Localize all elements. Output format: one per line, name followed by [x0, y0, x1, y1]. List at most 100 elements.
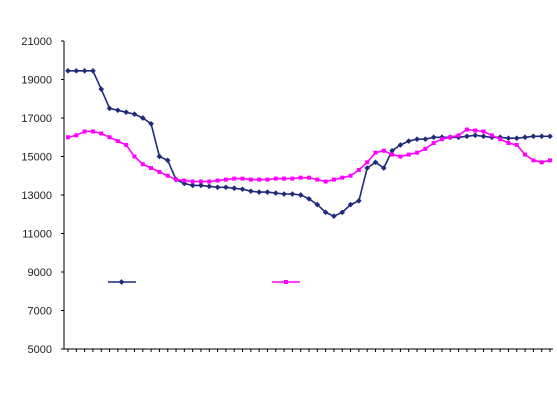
data-point — [157, 169, 162, 174]
data-point — [298, 175, 303, 180]
data-point — [430, 134, 437, 141]
data-point — [247, 188, 254, 194]
data-point — [322, 209, 329, 216]
series-line — [68, 70, 550, 218]
data-point — [106, 105, 113, 112]
data-point — [223, 184, 229, 191]
data-point — [190, 179, 195, 184]
data-point — [331, 213, 337, 220]
data-point — [131, 111, 138, 117]
data-point — [331, 177, 336, 182]
data-point — [73, 68, 80, 74]
data-point — [547, 133, 553, 140]
data-point — [148, 120, 154, 127]
y-tick-label: 17000 — [21, 113, 52, 125]
data-point — [223, 177, 228, 182]
series-line — [67, 128, 551, 183]
data-point — [164, 157, 171, 164]
data-point — [240, 176, 245, 181]
y-axis: 21000 19000 17000 15000 13000 11000 9000 7000 50… — [21, 36, 65, 356]
data-point — [306, 196, 312, 202]
data-point — [513, 135, 520, 142]
series-1 — [65, 68, 553, 220]
data-point — [339, 209, 346, 216]
y-tick-label: 11000 — [22, 229, 52, 241]
legend — [108, 279, 300, 285]
data-point — [215, 178, 220, 183]
data-point — [289, 191, 296, 197]
data-point — [206, 183, 213, 190]
data-point — [364, 165, 371, 171]
data-point — [239, 186, 246, 193]
y-tick-label: 13000 — [21, 190, 52, 202]
data-point — [530, 133, 537, 140]
data-point — [214, 184, 221, 191]
x-ticks — [67, 349, 551, 352]
x-axis — [64, 348, 553, 352]
data-point — [165, 173, 170, 178]
data-point — [115, 139, 120, 144]
data-point — [431, 141, 436, 146]
data-point — [480, 133, 487, 140]
data-point — [397, 142, 404, 148]
data-point — [347, 201, 354, 208]
data-point — [272, 190, 279, 196]
data-point — [282, 176, 287, 181]
data-point — [522, 134, 528, 141]
data-point — [290, 176, 295, 181]
data-point — [498, 137, 503, 142]
data-point — [464, 133, 470, 140]
y-tick-label: 7000 — [28, 306, 52, 318]
data-point — [381, 148, 386, 153]
y-tick-label: 19000 — [21, 75, 52, 87]
data-point — [297, 192, 304, 198]
data-point — [273, 176, 278, 181]
data-point — [123, 109, 130, 116]
data-point — [531, 158, 536, 163]
data-point — [189, 182, 196, 189]
data-point — [115, 107, 121, 114]
y-tick-label: 5000 — [28, 344, 52, 356]
data-point — [149, 166, 154, 171]
data-point — [372, 159, 379, 166]
data-point — [405, 138, 412, 144]
data-point — [472, 132, 479, 139]
data-point — [406, 152, 411, 157]
data-point — [90, 68, 96, 74]
data-point — [90, 129, 95, 134]
data-point — [248, 177, 253, 182]
data-point — [439, 137, 444, 142]
data-point — [315, 177, 320, 182]
data-point — [422, 136, 429, 143]
data-point — [414, 136, 420, 143]
data-point — [365, 160, 370, 165]
data-point — [398, 154, 403, 159]
data-point — [281, 191, 287, 197]
data-point — [82, 129, 87, 134]
series-2 — [66, 127, 552, 184]
data-point — [198, 182, 204, 189]
data-point — [139, 115, 146, 121]
data-point — [256, 189, 262, 195]
data-point — [473, 128, 478, 133]
data-point — [538, 133, 545, 140]
data-point — [264, 189, 271, 195]
data-point — [107, 135, 112, 140]
data-point — [81, 68, 88, 74]
data-point — [207, 179, 212, 184]
data-point — [98, 86, 105, 92]
y-tick-label: 9000 — [28, 267, 52, 279]
data-point — [232, 176, 237, 181]
data-point — [548, 158, 552, 163]
data-point — [464, 127, 469, 132]
y-tick-label: 21000 — [21, 36, 52, 48]
data-point — [539, 160, 544, 165]
data-point — [415, 150, 420, 155]
data-point — [231, 185, 238, 192]
data-point — [66, 135, 70, 140]
data-point — [506, 141, 511, 146]
data-point — [373, 150, 378, 155]
data-point — [307, 175, 311, 180]
y-tick-labels: 21000 19000 17000 15000 13000 11000 9000 7000 50… — [21, 36, 64, 356]
